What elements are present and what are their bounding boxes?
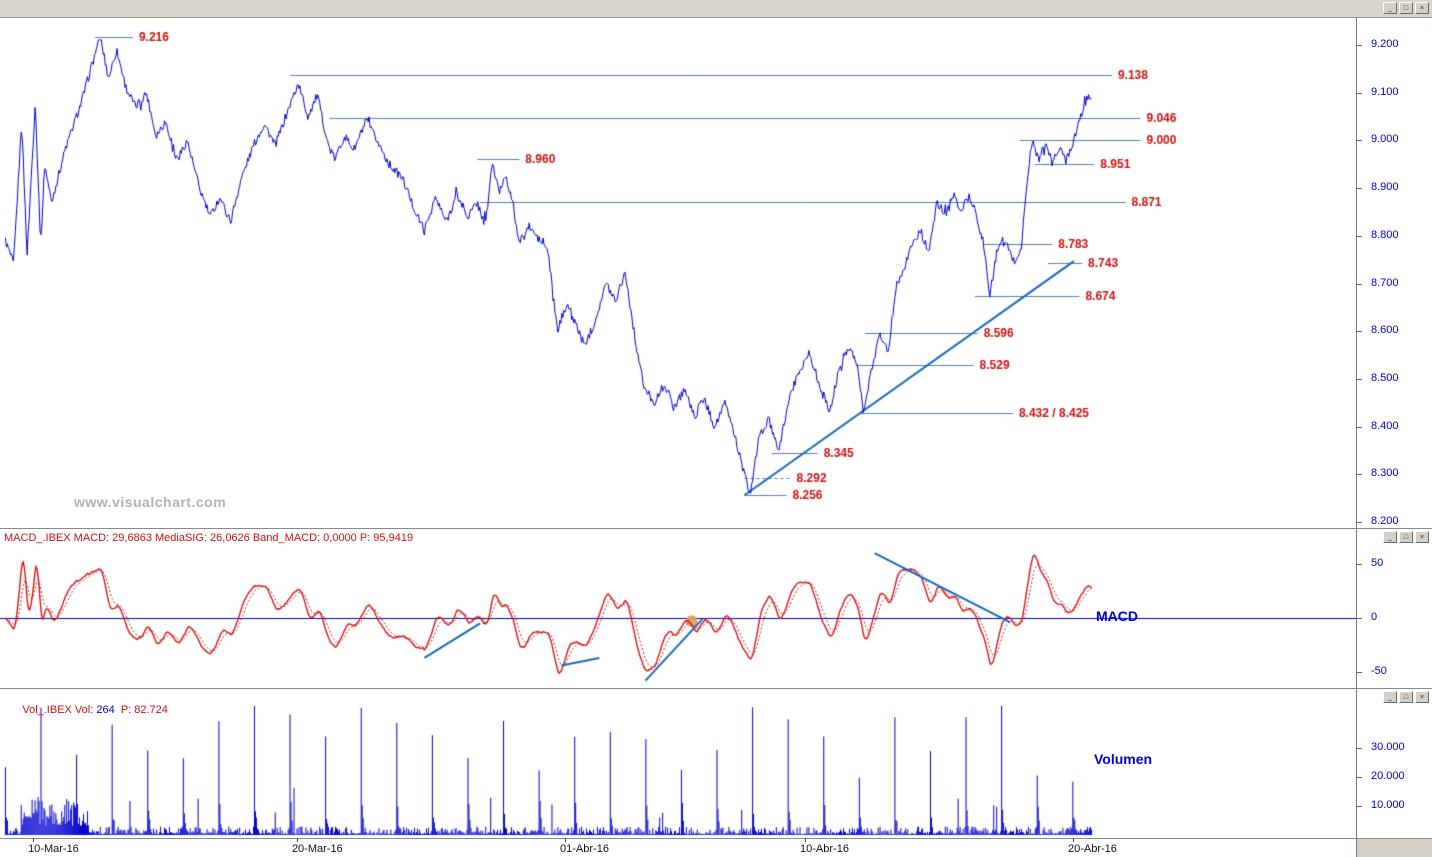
time-axis-label: 20-Abr-16 bbox=[1067, 838, 1117, 855]
volume-panel: Vol_.IBEX Vol: 264 P: 82.724 Volumen _ □… bbox=[0, 688, 1432, 839]
macd-window-controls: _ □ × bbox=[1383, 531, 1429, 543]
volume-chart-canvas[interactable] bbox=[0, 689, 1356, 839]
time-axis-label: 10-Mar-16 bbox=[28, 838, 79, 855]
axis-tick-label: 0 bbox=[1356, 611, 1378, 623]
chart-title-bar[interactable]: .IBEX - IBEX 35 INDEX - 15 m Dif. %: 1,2… bbox=[0, 0, 1432, 18]
minimize-button[interactable]: _ bbox=[1383, 2, 1397, 14]
macd-minimize-button[interactable]: _ bbox=[1383, 531, 1397, 543]
axis-corner bbox=[1356, 839, 1432, 857]
volume-close-button[interactable]: × bbox=[1415, 691, 1429, 703]
volume-label-prefix: Vol_.IBEX Vol: bbox=[22, 704, 97, 716]
axis-tick-label: 20.000 bbox=[1357, 770, 1405, 782]
price-panel: www.visualchart.com 9.200 9.100 9.000 8.900… bbox=[0, 18, 1432, 528]
volume-indicator-label: Vol_.IBEX Vol: 264 P: 82.724 bbox=[4, 692, 168, 728]
volume-axis[interactable]: _ □ × 30.000 20.000 10.000 bbox=[1356, 689, 1432, 838]
macd-maximize-button[interactable]: □ bbox=[1399, 531, 1413, 543]
time-axis[interactable]: 10-Mar-16 20-Mar-16 01-Abr-16 10-Abr-16 20-A… bbox=[0, 838, 1432, 857]
axis-tick-label: 9.100 bbox=[1357, 85, 1399, 98]
macd-word-label: MACD bbox=[1096, 608, 1138, 624]
volume-minimize-button[interactable]: _ bbox=[1383, 691, 1397, 703]
axis-tick-label: 8.400 bbox=[1357, 419, 1399, 432]
close-button[interactable]: × bbox=[1415, 2, 1429, 14]
volume-label-value: 264 bbox=[96, 704, 115, 716]
axis-tick-label: 8.600 bbox=[1357, 324, 1399, 337]
axis-tick-label: 8.200 bbox=[1357, 515, 1399, 527]
axis-tick-label: 9.000 bbox=[1357, 133, 1399, 146]
macd-axis[interactable]: _ □ × 50 0 -50 bbox=[1356, 529, 1432, 688]
axis-tick-label: 8.900 bbox=[1357, 181, 1399, 194]
price-axis[interactable]: 9.200 9.100 9.000 8.900 8.800 8.700 8.600 8.500… bbox=[1356, 18, 1432, 528]
axis-tick-label: -50 bbox=[1357, 665, 1387, 677]
main-window-controls: _ □ × bbox=[1383, 2, 1429, 14]
macd-chart-canvas[interactable] bbox=[0, 529, 1356, 689]
price-chart-canvas[interactable] bbox=[0, 18, 1356, 528]
volume-label-p: P: 82.724 bbox=[114, 704, 168, 716]
maximize-button[interactable]: □ bbox=[1399, 2, 1413, 14]
axis-tick-label: 8.300 bbox=[1357, 467, 1399, 480]
volume-word-label: Volumen bbox=[1094, 751, 1153, 767]
axis-tick-label: 8.500 bbox=[1357, 371, 1399, 384]
time-axis-label: 10-Abr-16 bbox=[800, 838, 849, 855]
macd-panel: MACD_.IBEX MACD: 29,6863 MediaSIG: 26,06… bbox=[0, 528, 1432, 689]
axis-tick-label: 30.000 bbox=[1357, 741, 1405, 753]
axis-tick-label: 8.800 bbox=[1357, 228, 1399, 241]
macd-close-button[interactable]: × bbox=[1415, 531, 1429, 543]
volume-window-controls: _ □ × bbox=[1383, 691, 1429, 703]
axis-tick-label: 8.700 bbox=[1357, 276, 1399, 289]
axis-tick-label: 10.000 bbox=[1357, 799, 1405, 811]
axis-tick-label: 50 bbox=[1356, 557, 1384, 569]
time-axis-label: 20-Mar-16 bbox=[291, 838, 343, 855]
volume-maximize-button[interactable]: □ bbox=[1399, 691, 1413, 703]
watermark: www.visualchart.com bbox=[74, 494, 227, 510]
axis-tick-label: 9.200 bbox=[1357, 38, 1399, 50]
macd-indicator-label: MACD_.IBEX MACD: 29,6863 MediaSIG: 26,06… bbox=[4, 532, 414, 544]
time-axis-label: 01-Abr-16 bbox=[560, 838, 609, 855]
